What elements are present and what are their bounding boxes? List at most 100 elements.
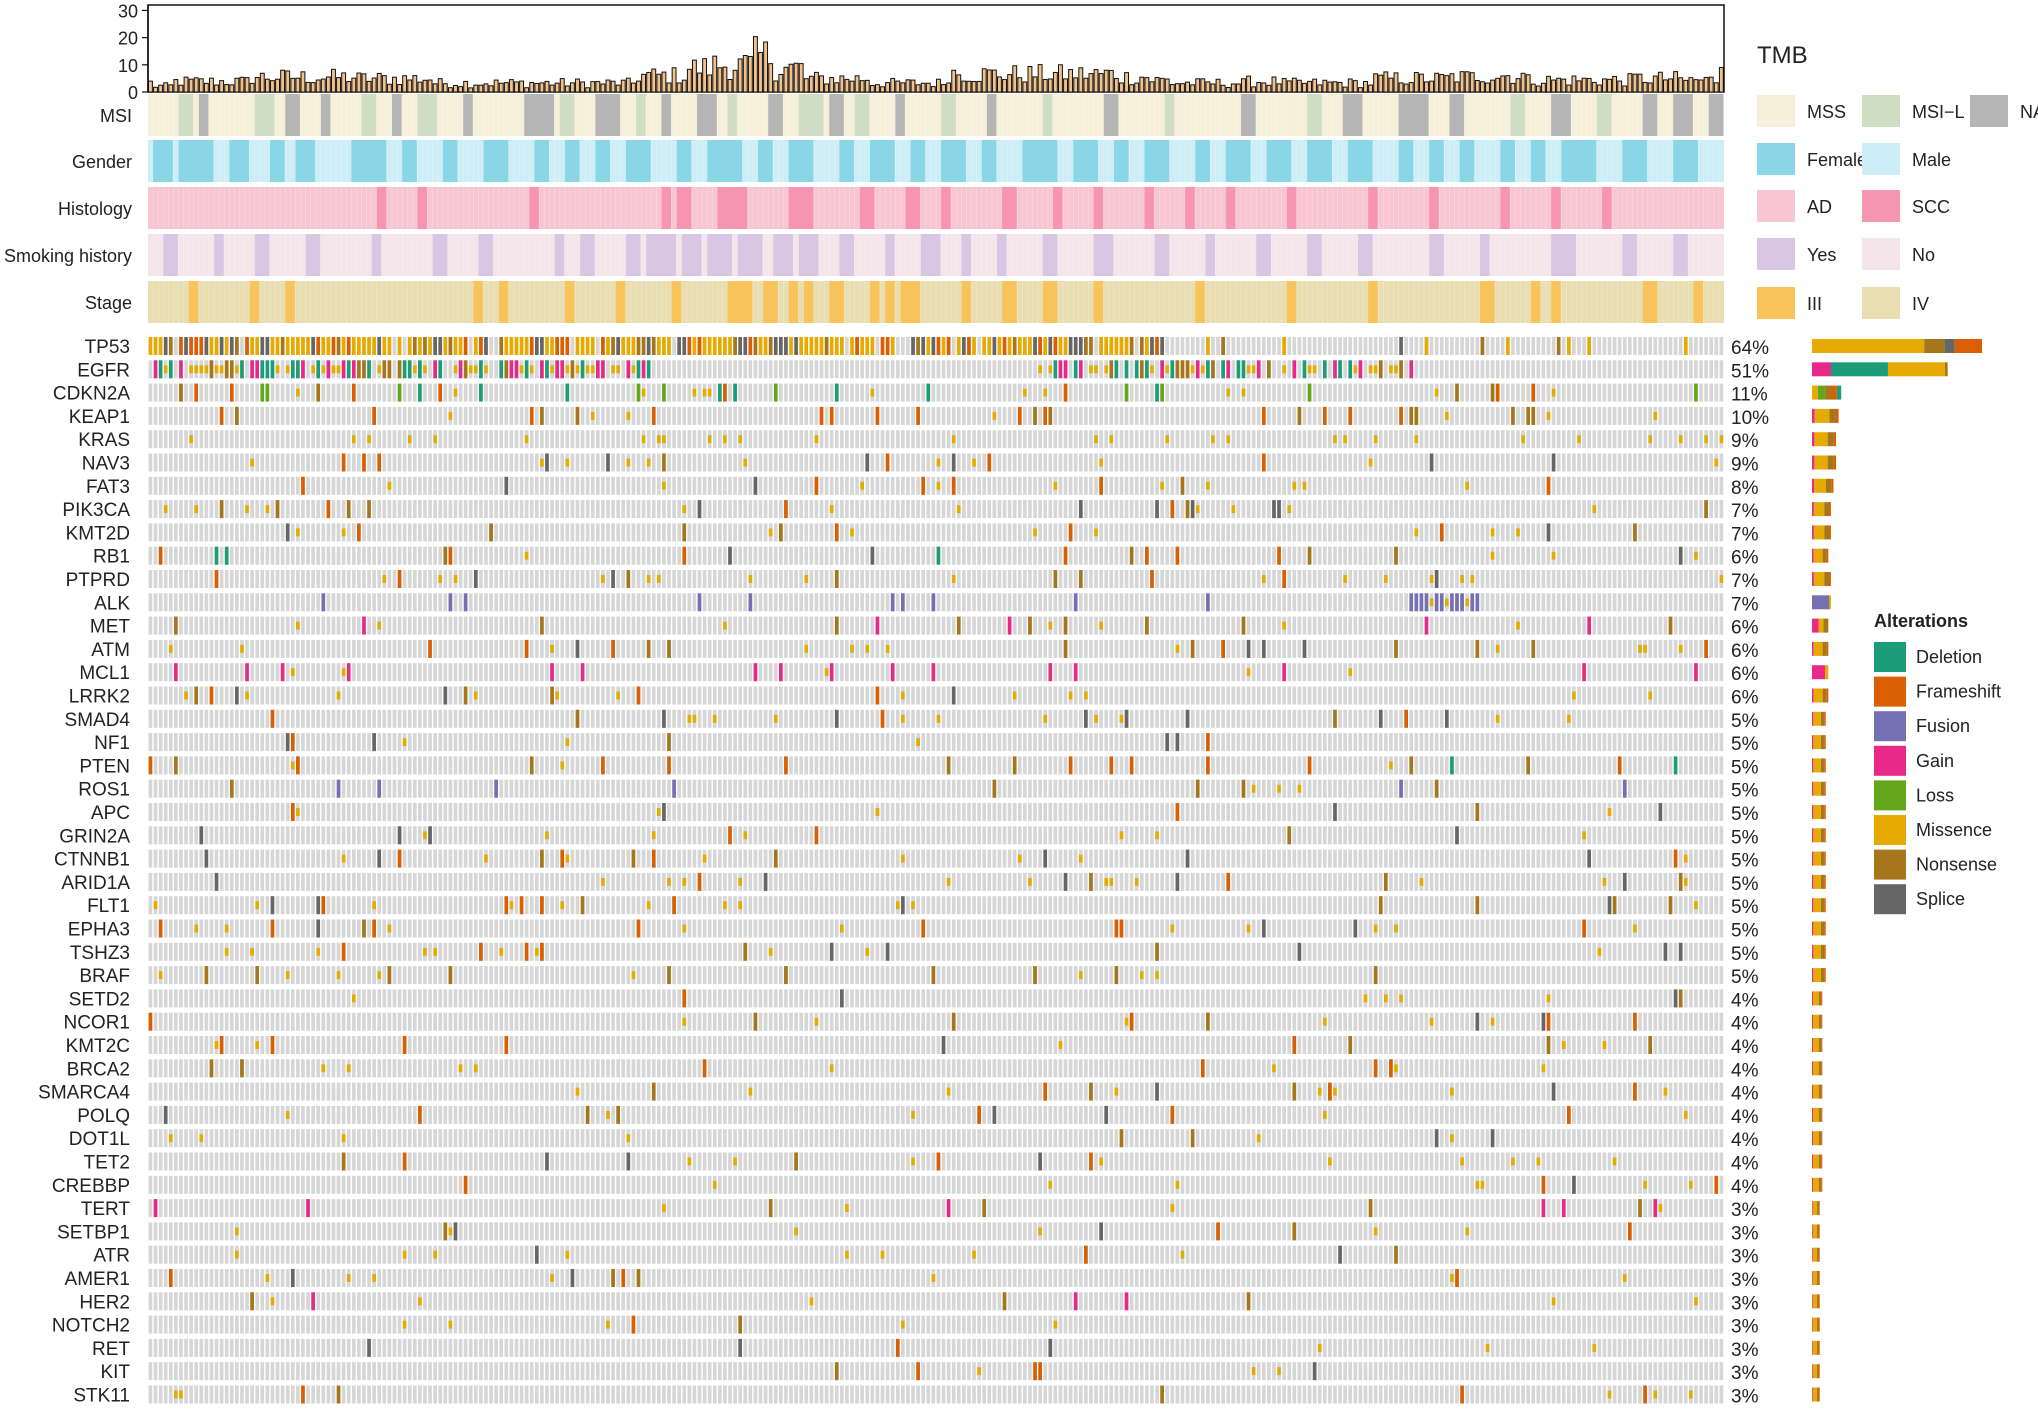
matrix-cell — [845, 430, 849, 449]
tmb-bar — [163, 82, 169, 93]
tmb-bar — [854, 75, 860, 93]
tmb-bar — [737, 58, 743, 93]
alteration-missence — [550, 337, 554, 355]
matrix-cell — [519, 500, 524, 519]
track-cell-yes — [1357, 234, 1373, 276]
matrix-cell — [1267, 383, 1271, 402]
matrix-cell — [494, 453, 498, 472]
matrix-cell — [677, 430, 682, 449]
tmb-bar — [1713, 82, 1719, 93]
tmb-bar — [453, 84, 458, 93]
matrix-cell — [1170, 476, 1175, 495]
alteration-nonsense — [1511, 406, 1515, 425]
matrix-cell — [1663, 453, 1668, 472]
matrix-cell — [229, 453, 234, 472]
matrix-cell — [402, 476, 407, 495]
matrix-cell — [707, 453, 712, 472]
matrix-cell — [1480, 383, 1485, 402]
tmb-bar — [483, 83, 489, 93]
alteration-gain — [560, 360, 565, 379]
track-cell-yes — [625, 234, 641, 276]
matrix-cell — [1470, 406, 1475, 425]
matrix-cell — [1338, 500, 1342, 519]
matrix-cell — [1678, 360, 1683, 379]
matrix-cell — [1216, 453, 1220, 472]
matrix-cell — [570, 500, 575, 519]
matrix-cell — [692, 360, 697, 379]
alteration-missence — [992, 411, 997, 420]
matrix-cell — [372, 453, 376, 472]
alteration-splice — [646, 337, 651, 355]
tmb-bar — [498, 82, 504, 93]
matrix-cell — [1002, 406, 1007, 425]
alteration-frameshift — [1348, 406, 1353, 425]
alteration-missence — [351, 337, 356, 355]
matrix-cell — [545, 476, 549, 495]
matrix-cell — [931, 383, 936, 402]
matrix-cell — [565, 500, 570, 519]
tmb-bar — [1642, 81, 1648, 93]
tmb-bar — [305, 81, 311, 93]
matrix-cell — [1139, 383, 1144, 402]
matrix-cell — [1007, 406, 1012, 425]
alteration-missence — [357, 337, 361, 355]
tmb-bar — [788, 63, 794, 93]
tmb-bar — [1093, 69, 1099, 93]
matrix-cell — [296, 430, 300, 449]
tmb-bar — [1296, 79, 1302, 93]
tmb-bar — [153, 86, 158, 93]
tmb-bar — [905, 79, 911, 93]
matrix-cell — [901, 383, 905, 402]
matrix-cell — [311, 406, 315, 425]
matrix-cell — [524, 383, 529, 402]
matrix-cell — [1078, 476, 1083, 495]
tmb-bar — [478, 84, 484, 93]
tmb-bar — [961, 80, 967, 93]
matrix-cell — [1007, 500, 1012, 519]
matrix-cell — [438, 500, 443, 519]
alteration-gain — [514, 360, 519, 379]
matrix-cell — [601, 500, 605, 519]
alteration-nonsense — [1139, 337, 1144, 355]
matrix-cell — [987, 406, 992, 425]
matrix-cell — [1378, 453, 1383, 472]
alteration-missence — [1302, 481, 1307, 490]
matrix-cell — [763, 500, 768, 519]
track-cell-yes — [839, 234, 855, 276]
matrix-cell — [1511, 383, 1515, 402]
matrix-cell — [240, 383, 244, 402]
matrix-cell — [255, 476, 260, 495]
matrix-cell — [1470, 430, 1475, 449]
tmb-bar — [519, 80, 525, 93]
matrix-cell — [987, 383, 992, 402]
matrix-cell — [1633, 500, 1637, 519]
matrix-cell — [1643, 476, 1647, 495]
matrix-cell — [1470, 476, 1475, 495]
matrix-cell — [199, 406, 204, 425]
tmb-bar — [229, 84, 235, 93]
matrix-cell — [580, 430, 585, 449]
matrix-cell — [895, 360, 900, 379]
alteration-splice — [1160, 337, 1164, 355]
matrix-cell — [1444, 476, 1449, 495]
matrix-cell — [875, 383, 880, 402]
matrix-cell — [1124, 500, 1129, 519]
matrix-cell — [1058, 476, 1063, 495]
tmb-bar — [1363, 80, 1368, 93]
matrix-cell — [712, 360, 717, 379]
matrix-cell — [1622, 500, 1627, 519]
matrix-cell — [1658, 406, 1663, 425]
matrix-cell — [1012, 360, 1017, 379]
matrix-cell — [1053, 453, 1058, 472]
matrix-cell — [199, 430, 204, 449]
matrix-cell — [397, 430, 402, 449]
matrix-cell — [799, 430, 804, 449]
alteration-splice — [1078, 337, 1083, 355]
matrix-cell — [1053, 406, 1058, 425]
matrix-cell — [1602, 453, 1607, 472]
tmb-bar — [1596, 84, 1602, 93]
matrix-cell — [1577, 383, 1581, 402]
gene-percent: 64% — [1731, 338, 1769, 359]
alteration-missence — [296, 337, 300, 355]
alteration-missence — [662, 337, 666, 355]
